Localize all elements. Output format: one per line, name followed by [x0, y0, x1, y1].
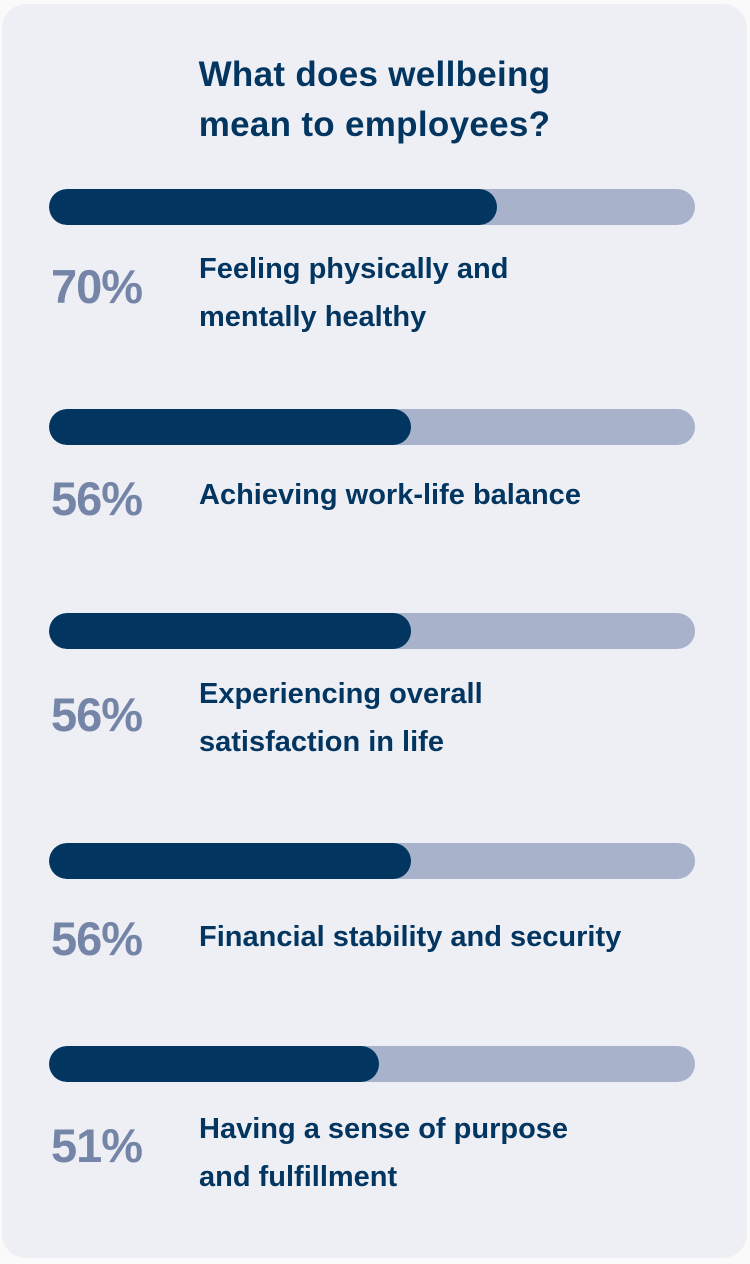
percent-value: 56% [51, 688, 143, 741]
title-line-1: What does wellbeing [198, 55, 551, 94]
bar-label: Feeling physically and mentally healthy [199, 253, 509, 333]
bar-label: Achieving work-life balance [199, 479, 581, 511]
percent-value: 56% [51, 472, 143, 525]
title-line-2: mean to employees? [198, 105, 551, 144]
percent-value: 70% [51, 260, 143, 313]
bar-fill [49, 1046, 379, 1082]
percent-value: 56% [51, 912, 143, 965]
bar-track [49, 409, 695, 445]
bar-label: Experiencing overall satisfaction in lif… [199, 678, 483, 758]
bar-label: Financial stability and security [199, 921, 622, 953]
bar-fill [49, 843, 411, 879]
bar-track [49, 1046, 695, 1082]
percent-value: 51% [51, 1119, 143, 1172]
bar-fill [49, 189, 497, 225]
bar-track [49, 843, 695, 879]
bar-track [49, 189, 695, 225]
bar-fill [49, 613, 411, 649]
bar-label: Having a sense of purpose and fulfillmen… [199, 1113, 569, 1193]
bar-track [49, 613, 695, 649]
bar-fill [49, 409, 411, 445]
chart-title: What does wellbeing mean to employees? [2, 50, 747, 150]
